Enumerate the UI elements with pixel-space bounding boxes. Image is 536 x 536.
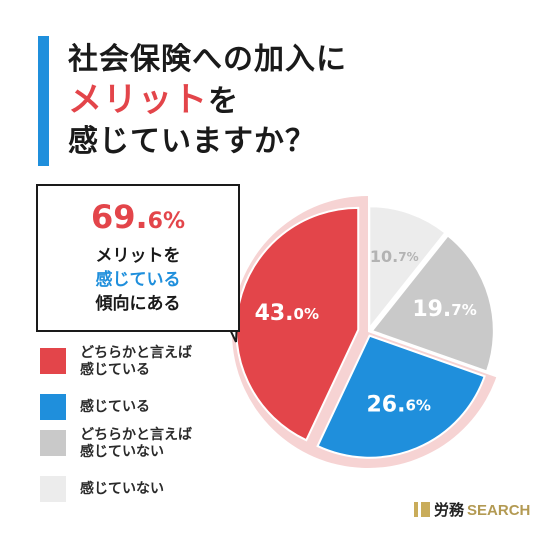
legend-label: 感じている [80,399,150,415]
legend-swatch [40,348,66,374]
title-accent-word: メリット [68,80,208,120]
pie-slice-label: 26.6% [366,392,430,417]
summary-percentage-main: 69. [90,198,148,236]
legend-swatch [40,430,66,456]
pie-slice-label: 43.0% [255,301,319,326]
pie-slice-label: 10.7% [370,246,419,265]
summary-text: メリットを 感じている 傾向にある [38,244,238,316]
brand-name-jp: 労務 [434,501,465,519]
title-line-3: 感じていますか？ [68,124,316,159]
summary-callout: 69.6% メリットを 感じている 傾向にある [36,184,240,332]
title-accent-bar [38,36,49,166]
legend-swatch [40,394,66,420]
brand-name-en: SEARCH [467,502,531,519]
title-line-1: 社会保険への加入に [68,42,347,77]
page-title: 社会保険への加入に メリットを 感じていますか？ [68,40,347,162]
pie-slice [316,334,486,459]
legend-label: 感じていない [80,481,164,497]
legend-swatch [40,476,66,502]
summary-line-2: 感じている [95,270,181,290]
legend-label: どちらかと言えば 感じていない [80,427,192,460]
summary-percentage: 69.6% [84,198,192,240]
brand-logo: 労務 SEARCH [414,500,530,520]
summary-line-1: メリットを [95,246,181,266]
summary-line-3: 傾向にある [95,294,181,314]
pie-slice [370,234,495,373]
summary-percentage-decimal: 6% [147,209,186,234]
legend-label: どちらかと言えば 感じている [80,345,192,378]
brand-book-icon [414,502,430,517]
title-line-2: メリットを [68,80,347,122]
pie-slice [368,205,447,332]
title-line-2-rest: を [208,84,239,119]
pie-slice-label: 19.7% [412,297,476,322]
